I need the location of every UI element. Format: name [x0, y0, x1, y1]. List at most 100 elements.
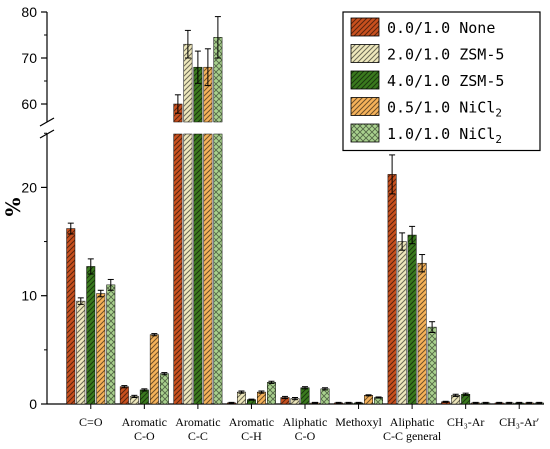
bar-hatch	[397, 241, 407, 404]
bar-aliphatic-cc-general-5	[427, 321, 437, 405]
bar-aliphatic-co-1	[280, 395, 290, 405]
legend-swatch-hatch	[351, 18, 379, 36]
bar-ch3-ar-4	[471, 401, 481, 405]
bar-hatch	[213, 134, 223, 404]
legend-swatch-hatch	[351, 44, 379, 63]
legend-label-subscript: 2	[495, 107, 502, 120]
bar-ch3-ar-prime-2	[504, 401, 514, 405]
bar-ch3-ar-3	[461, 392, 471, 405]
bar-hatch	[280, 397, 290, 404]
bar-methoxyl-2	[344, 401, 354, 405]
legend-label-subscript: 2	[495, 133, 502, 146]
legend-swatch-hatch	[351, 124, 379, 142]
y-tick-label: 70	[21, 50, 37, 66]
bar-methoxyl-3	[354, 401, 364, 405]
y-tick-label: 20	[21, 179, 37, 195]
legend: 0.0/1.0 None 2.0/1.0 ZSM-5 4.0/1.0 ZSM-5 0.…	[342, 11, 541, 152]
x-tick-label-aliphatic-cc-general: Aliphatic	[390, 415, 435, 429]
legend-label: 0.5/1.0 NiCl2	[387, 99, 502, 120]
bar-aromatic-co-1	[119, 385, 129, 405]
bar-hatch	[247, 399, 256, 404]
legend-label: 2.0/1.0 ZSM-5	[387, 46, 504, 64]
bar-hatch	[374, 397, 383, 404]
bar-ch3-ar-5	[481, 401, 491, 405]
x-tick-label-aromatic-ch: Aromatic	[229, 415, 274, 429]
bar-hatch	[130, 396, 139, 404]
bar-hatch	[140, 389, 149, 404]
bar-aliphatic-co-2	[290, 397, 300, 405]
x-tick-label-aliphatic-co: C-O	[295, 429, 316, 443]
bar-aromatic-cc-4	[203, 48, 213, 405]
bar-hatch	[203, 67, 213, 122]
bar-aromatic-co-3	[139, 388, 149, 405]
bar-hatch	[387, 174, 397, 404]
bar-aromatic-ch-5	[266, 380, 276, 405]
bar-ch3-ar-prime-5	[534, 401, 544, 405]
bar-hatch	[364, 395, 373, 404]
bar-hatch	[86, 266, 95, 404]
legend-item-4: 0.5/1.0 NiCl2	[350, 97, 502, 120]
y-tick-label: 60	[21, 96, 37, 112]
bar-aromatic-ch-2	[236, 390, 246, 405]
bar-co-5	[106, 278, 116, 405]
bar-hatch	[441, 401, 450, 404]
x-tick-label-aromatic-ch: C-H	[241, 429, 262, 443]
bar-ch3-ar-prime-1	[494, 401, 504, 405]
bar-aliphatic-cc-general-3	[407, 225, 417, 405]
bar-methoxyl-4	[364, 394, 374, 405]
axis-break-mark	[39, 117, 55, 127]
x-tick-label-aliphatic-co: Aliphatic	[283, 415, 328, 429]
bar-aliphatic-co-4	[310, 401, 320, 405]
bar-hatch	[267, 382, 276, 404]
legend-item-3: 4.0/1.0 ZSM-5	[350, 70, 504, 90]
x-tick-label-aromatic-co: C-O	[134, 429, 155, 443]
x-tick-label-aromatic-co: Aromatic	[122, 415, 167, 429]
x-tick-label-methoxyl: Methoxyl	[335, 415, 382, 429]
legend-item-5: 1.0/1.0 NiCl2	[350, 123, 502, 146]
x-tick-label-aromatic-cc: Aromatic	[175, 415, 220, 429]
legend-swatch-hatch	[351, 71, 379, 89]
y-tick-label: 80	[21, 4, 37, 20]
bar-ch3-ar-1	[441, 400, 451, 405]
bar-aromatic-ch-3	[246, 398, 256, 405]
bar-aromatic-co-2	[129, 394, 139, 405]
legend-item-1: 0.0/1.0 None	[350, 17, 495, 37]
legend-item-2: 2.0/1.0 ZSM-5	[350, 44, 504, 64]
bar-aromatic-cc-3	[193, 50, 203, 405]
bar-co-3	[86, 258, 96, 405]
x-tick-label-aliphatic-cc-general: C-C general	[383, 429, 442, 443]
bar-co-2	[76, 297, 86, 405]
bar-aliphatic-cc-general-1	[387, 154, 397, 405]
bar-hatch	[257, 392, 266, 404]
legend-label: 0.0/1.0 None	[387, 19, 495, 37]
legend-swatch-hatch	[351, 97, 379, 116]
bar-aromatic-co-4	[149, 333, 159, 405]
bar-hatch	[66, 228, 75, 404]
bar-hatch	[160, 373, 169, 404]
y-axis-label: %	[1, 197, 25, 216]
bar-aromatic-co-5	[159, 372, 169, 405]
bar-hatch	[203, 134, 213, 404]
bar-ch3-ar-prime-4	[524, 401, 534, 405]
bar-hatch	[213, 37, 223, 122]
bar-hatch	[300, 387, 310, 404]
bar-hatch	[173, 134, 183, 404]
x-tick-label-aromatic-cc: C-C	[188, 429, 208, 443]
bar-aliphatic-cc-general-4	[417, 254, 427, 405]
x-tick-label-ch3-ar: CH₃-Ar	[447, 415, 485, 429]
bar-hatch	[451, 395, 460, 404]
bar-methoxyl-1	[334, 401, 344, 405]
bar-hatch	[461, 394, 470, 404]
y-tick-label: 10	[21, 288, 37, 304]
bar-ch3-ar-prime-3	[514, 401, 524, 405]
bar-aromatic-cc-1	[173, 94, 183, 405]
bar-hatch	[76, 301, 85, 404]
bar-hatch	[427, 327, 437, 404]
bar-hatch	[193, 134, 203, 404]
bar-hatch	[290, 398, 300, 404]
bar-hatch	[237, 392, 246, 404]
bar-hatch	[150, 334, 159, 404]
bar-hatch	[193, 67, 203, 122]
